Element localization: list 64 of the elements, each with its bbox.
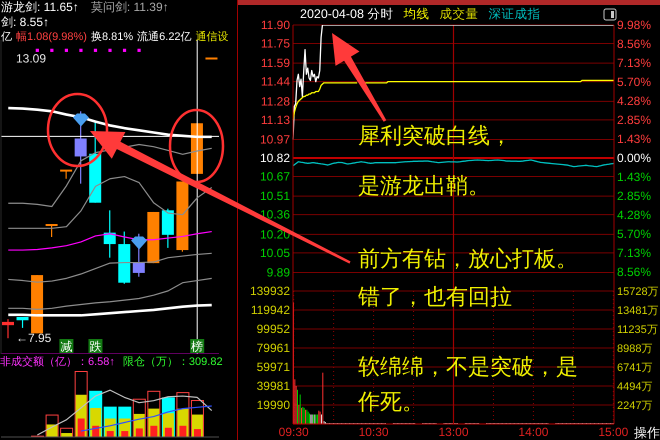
annotation: 亿 xyxy=(1,30,12,45)
y-tick-label: 10.97 xyxy=(260,132,290,147)
y-tick-label: 19990 xyxy=(256,398,290,412)
y2-tick-label: 8.56% xyxy=(617,36,652,51)
annotation: 幅1.08(9.98%) xyxy=(16,30,87,45)
x-tick-label: 13:00 xyxy=(438,425,469,439)
y2-tick-label: 4494万 xyxy=(617,381,652,393)
y-tick-label: 11.13 xyxy=(260,112,290,127)
y2-tick-label: 11235万 xyxy=(617,324,658,336)
y-tick-label: 11.90 xyxy=(260,18,290,32)
y2-tick-label: 13481万 xyxy=(617,305,659,317)
y-tick-label: 10.67 xyxy=(260,169,290,184)
y2-tick-label: 7.13% xyxy=(617,56,652,70)
y2-tick-label: 1.43% xyxy=(617,132,652,146)
y-tick-label: 11.75 xyxy=(260,36,290,50)
text: 非成交额（亿）：6.58↑ xyxy=(0,355,115,369)
y2-tick-label: 1.43% xyxy=(617,170,652,184)
annotation: 通信设 xyxy=(196,30,229,45)
annotation: 作死。 xyxy=(358,389,424,414)
text: 深证成指 xyxy=(488,7,540,22)
y-tick-label: 10.51 xyxy=(260,189,290,204)
y-tick-label: 11.44 xyxy=(260,74,290,89)
y2-tick-label: 2.85% xyxy=(617,113,652,128)
y2-tick-label: 5.70% xyxy=(617,226,652,241)
x-tick-label: 14:00 xyxy=(518,425,549,439)
text: 均线 xyxy=(403,7,430,22)
y2-tick-label: 8988万 xyxy=(617,342,652,355)
x-tick-label: 09:30 xyxy=(278,425,310,439)
y-tick-label: 59971 xyxy=(256,360,290,374)
text: 莫问剑: 11.39↑ xyxy=(90,0,169,15)
y-tick-label: 99952 xyxy=(256,322,290,336)
annotation: 前方有钻，放心打板。 xyxy=(358,246,578,271)
y2-tick-label: 2247万 xyxy=(617,400,652,412)
y-tick-label: 10.05 xyxy=(260,246,290,260)
annotation: 换8.81% xyxy=(90,30,134,45)
text: 成交量 xyxy=(439,7,478,22)
y-tick-label: 139932 xyxy=(250,284,290,298)
y-tick-label: ←7.95 xyxy=(16,331,52,346)
text: 操作 xyxy=(634,425,660,440)
y-tick-label: 119942 xyxy=(250,303,290,317)
y2-tick-label: 7.13% xyxy=(617,246,652,260)
y-tick-label: 13.09 xyxy=(16,52,46,66)
y-tick-label: 9.89 xyxy=(266,266,290,280)
y-tick-label: 10.82 xyxy=(260,151,290,165)
text: 游龙剑: 11.65↑ xyxy=(1,0,79,15)
y-tick-label: 39981 xyxy=(256,379,290,393)
y2-tick-label: 8.56% xyxy=(617,265,652,280)
y2-tick-label: 6741万 xyxy=(617,362,652,374)
x-tick-label: 10:30 xyxy=(358,425,389,439)
y-tick-label: 11.28 xyxy=(260,94,290,108)
text: 限仓（万）：309.82 xyxy=(122,355,223,369)
y-tick-label: 11.59 xyxy=(260,56,290,70)
x-tick-label: 15:00 xyxy=(598,425,629,439)
y2-tick-label: 4.28% xyxy=(617,208,652,222)
annotation: 流通6.22亿 xyxy=(137,30,192,45)
text: 剑: 8.55↑ xyxy=(1,15,50,30)
y2-tick-label: 4.28% xyxy=(617,94,652,108)
y2-tick-label: 15728万 xyxy=(617,286,659,298)
y-tick-label: 79961 xyxy=(256,341,290,355)
chart-title: 2020-04-08 分时 xyxy=(300,7,394,22)
y2-tick-label: 9.98% xyxy=(617,18,652,32)
y2-tick-label: 0.00% xyxy=(617,151,652,165)
y2-tick-label: 2.85% xyxy=(617,188,652,203)
y2-tick-label: 5.70% xyxy=(617,75,652,90)
